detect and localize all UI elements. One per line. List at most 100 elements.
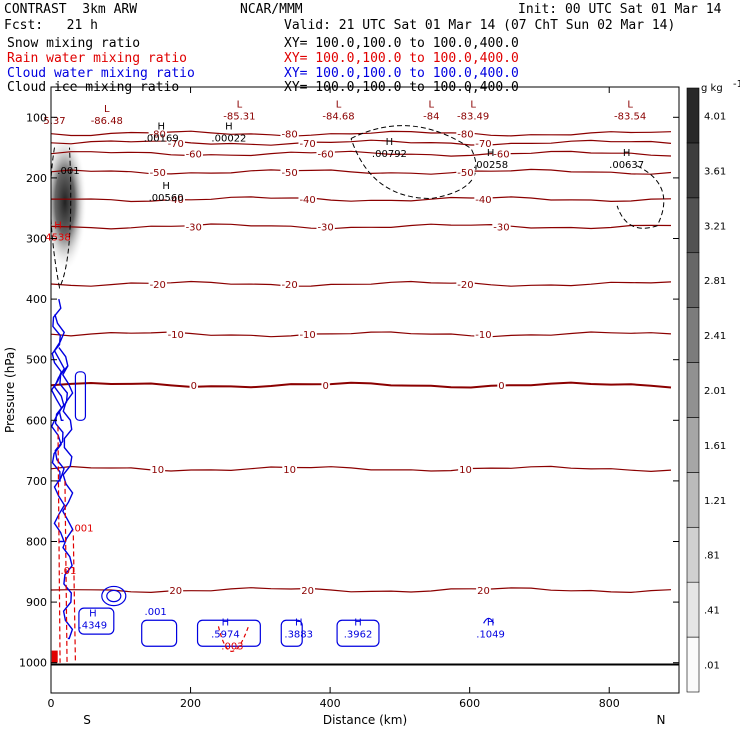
extremum-value: .00560	[149, 193, 184, 204]
x-tick-label: 0	[48, 697, 55, 710]
cloud-ice-contour	[51, 147, 72, 290]
cloud-ice-contour	[616, 165, 665, 229]
contour-label-bg	[474, 330, 493, 342]
contour-label: 0	[322, 381, 328, 392]
colorbar-label: 4.01	[704, 111, 726, 122]
init-time: Init: 00 UTC Sat 01 Mar 14	[518, 2, 722, 17]
cloud-water-contour	[336, 619, 380, 647]
colorbar-level	[686, 362, 700, 418]
colorbar-unit: g kg	[701, 83, 723, 94]
extremum-marker: L	[336, 99, 342, 110]
cloud-ice-contour	[350, 125, 477, 200]
field-name-cloud-water: Cloud water mixing ratio	[7, 66, 195, 81]
contour-label-bg	[189, 381, 198, 393]
extremum-value: .00022	[211, 134, 246, 145]
extremum-value: .3883	[284, 629, 313, 640]
contour-label: 20	[477, 586, 490, 597]
plot-frame	[50, 86, 680, 694]
y-tick-label: 800	[26, 536, 47, 549]
contour-label: -40	[299, 195, 315, 206]
temperature-contour-m40	[51, 196, 672, 203]
cloud-water-contour	[53, 314, 66, 543]
rain-contour	[64, 480, 68, 663]
colorbar-label: .81	[704, 551, 720, 562]
colorbar-label: 3.61	[704, 166, 726, 177]
colorbar-label: 2.41	[704, 331, 726, 342]
extremum-marker: L	[104, 104, 110, 115]
extremum-marker: H	[295, 617, 303, 628]
y-tick-label: 100	[26, 111, 47, 124]
extremum-marker: H	[225, 122, 233, 133]
extremum-value: .00258	[473, 160, 508, 171]
colorbar-level	[686, 526, 700, 583]
colorbar-unit-exponent: -1	[733, 79, 740, 90]
contour-label: -50	[150, 168, 166, 179]
contour-label: -30	[493, 222, 509, 233]
contour-label: -30	[186, 222, 202, 233]
contour-label: -50	[281, 168, 297, 179]
contour-label-bg	[280, 280, 299, 291]
contour-label: -20	[150, 280, 166, 291]
contour-label-bg	[184, 222, 203, 234]
contour-label: -20	[457, 280, 473, 291]
contour-label: -30	[317, 222, 333, 233]
colorbar-level	[686, 581, 700, 638]
cloud-water-cell	[74, 371, 87, 421]
temperature-contour-20	[51, 587, 672, 594]
extremum-value: .001	[57, 166, 79, 177]
extremum-marker: H	[222, 617, 230, 628]
colorbar-level	[686, 472, 700, 528]
extremum-marker: H	[162, 181, 170, 192]
contour-label: -10	[475, 330, 491, 341]
valid-time: Valid: 21 UTC Sat 01 Mar 14 (07 ChT Sun …	[284, 18, 676, 33]
extremum-marker: L	[237, 99, 243, 110]
field-xy-cloud-water: XY= 100.0,100.0 to 100.0,400.0	[284, 66, 519, 81]
contour-label-bg	[492, 149, 511, 161]
contour-label-bg	[298, 195, 317, 207]
contour-label: -60	[317, 150, 333, 161]
contour-label-bg	[150, 464, 166, 476]
contour-label: 20	[301, 586, 314, 597]
temperature-contour-m30	[51, 223, 672, 230]
y-tick-label: 900	[26, 596, 47, 609]
contour-label-bg	[321, 381, 330, 393]
extremum-value: .00169	[144, 134, 179, 145]
contour-label: -70	[475, 139, 491, 150]
cloud-water-contour	[101, 585, 127, 607]
cloud-water-contour	[61, 365, 74, 640]
rain-contour	[72, 535, 77, 663]
extremum-marker: H	[157, 122, 165, 133]
y-tick-label: 200	[26, 172, 47, 185]
field-xy-snow: XY= 100.0,100.0 to 100.0,400.0	[284, 36, 519, 51]
colorbar-label: 3.21	[704, 221, 726, 232]
contour-label: -10	[168, 330, 184, 341]
snow-shading	[51, 132, 87, 273]
contour-label-bg	[316, 149, 335, 161]
colorbar-level	[686, 307, 700, 363]
extremum-value: .001	[71, 523, 93, 534]
contour-label: 10	[459, 465, 472, 476]
temperature-contour-m70	[51, 139, 672, 146]
y-tick-label: 600	[26, 414, 47, 427]
colorbar-label: 1.61	[704, 441, 726, 452]
contour-label-bg	[148, 129, 167, 141]
contour-label-bg	[148, 167, 167, 179]
x-tick-label: 600	[459, 697, 480, 710]
extremum-marker: L	[627, 99, 633, 110]
cloud-water-contour	[106, 589, 122, 603]
x-axis-label: Distance (km)	[323, 713, 407, 727]
contour-label-bg	[148, 280, 167, 291]
y-tick-label: 500	[26, 354, 47, 367]
contour-label: -20	[281, 280, 297, 291]
model-title: CONTRAST 3km ARW	[4, 2, 138, 17]
y-tick-label: 400	[26, 293, 47, 306]
contour-label: -60	[186, 150, 202, 161]
extremum-marker: L	[428, 99, 434, 110]
extremum-value: -86.48	[91, 116, 123, 127]
temperature-contour-m20	[51, 280, 672, 287]
y-tick-label: 1000	[19, 657, 47, 670]
colorbar-label: 2.01	[704, 386, 726, 397]
rain-max	[51, 650, 58, 663]
contour-label-bg	[456, 280, 475, 291]
extremum-value: -83.54	[614, 111, 646, 122]
